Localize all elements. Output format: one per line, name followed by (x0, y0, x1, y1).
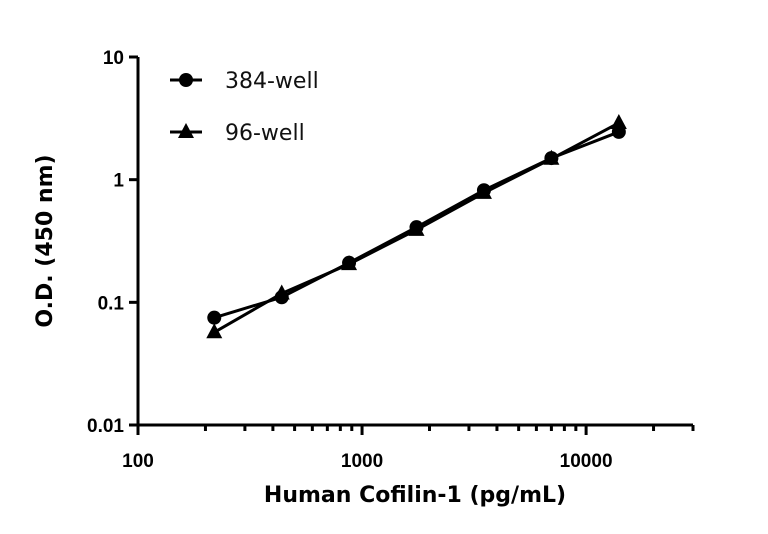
plot-marks (206, 113, 627, 339)
x-tick-label: 1000 (341, 451, 383, 472)
data-point-96-well (273, 284, 290, 300)
x-axis-title: Human Cofilin-1 (pg/mL) (264, 483, 566, 508)
legend-label: 96-well (225, 121, 305, 146)
y-tick-label: 10 (103, 48, 124, 69)
data-point-96-well (543, 149, 560, 165)
x-tick-label: 100 (122, 451, 154, 472)
legend-marker-circle-icon (179, 73, 193, 87)
y-tick-label: 0.01 (87, 416, 124, 437)
data-point-96-well (610, 113, 627, 129)
x-tick-label: 10000 (560, 451, 613, 472)
data-point-96-well (341, 255, 358, 271)
legend: 384-well 96-well (170, 69, 319, 146)
legend-marker-triangle-icon (178, 123, 194, 138)
legend-label: 384-well (225, 69, 319, 94)
y-tick-label: 1 (113, 171, 124, 192)
data-point-384-well (207, 310, 222, 325)
data-point-96-well (206, 323, 223, 339)
data-point-96-well (408, 220, 425, 236)
data-point-96-well (475, 183, 492, 199)
y-axis-title: O.D. (450 nm) (33, 154, 58, 327)
axes: 100 1000 10000 0.01 0.1 1 10 (87, 48, 695, 472)
y-tick-label: 0.1 (98, 293, 125, 314)
